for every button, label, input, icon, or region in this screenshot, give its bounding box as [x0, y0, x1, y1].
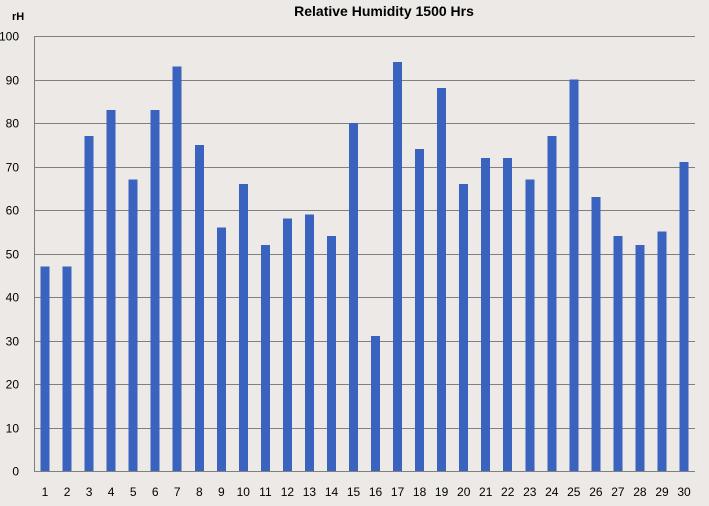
bar-25	[569, 79, 579, 471]
y-tick-label: 10	[6, 422, 20, 436]
y-tick-label: 70	[6, 161, 20, 175]
x-tick-label: 9	[218, 485, 225, 499]
y-tick-label: 30	[6, 335, 20, 349]
bar-5	[128, 179, 138, 471]
y-axis-label: rH	[12, 11, 24, 23]
x-tick-label: 8	[196, 485, 203, 499]
bar-1	[40, 266, 50, 471]
bar-24	[547, 136, 557, 471]
x-tick-label: 26	[589, 485, 603, 499]
bar-16	[371, 336, 380, 471]
x-tick-label: 1	[42, 485, 49, 499]
bar-22	[503, 157, 513, 472]
bar-18	[415, 149, 425, 471]
bar-8	[194, 144, 204, 472]
y-tick-label: 80	[6, 117, 20, 131]
x-tick-label: 22	[501, 485, 515, 499]
bars	[40, 62, 689, 472]
x-tick-label: 15	[347, 485, 361, 499]
x-tick-label: 25	[567, 485, 581, 499]
bar-29	[657, 231, 667, 471]
x-tick-label: 19	[435, 485, 449, 499]
x-tick-label: 20	[457, 485, 471, 499]
bar-4	[106, 110, 116, 471]
chart-title: Relative Humidity 1500 Hrs	[294, 3, 474, 19]
x-tick-label: 16	[369, 485, 383, 499]
x-tick-label: 27	[611, 485, 625, 499]
x-tick-label: 13	[303, 485, 317, 499]
x-tick-label: 10	[237, 485, 251, 499]
x-tick-label: 3	[86, 485, 93, 499]
y-tick-label: 20	[6, 378, 20, 392]
bar-3	[84, 136, 94, 471]
bar-27	[613, 236, 623, 471]
bar-7	[172, 66, 182, 472]
x-tick-label: 29	[655, 485, 669, 499]
x-tick-label: 2	[64, 485, 71, 499]
bar-19	[437, 88, 447, 471]
bar-23	[525, 179, 535, 471]
bar-28	[635, 244, 645, 471]
gridlines	[34, 36, 695, 429]
bar-2	[62, 266, 72, 471]
x-tick-label: 11	[259, 485, 272, 499]
y-tick-label: 50	[6, 248, 20, 262]
bar-6	[150, 110, 160, 471]
bar-30	[679, 162, 689, 471]
x-tick-label: 4	[108, 485, 115, 499]
x-tick-labels: 1 2 3 4 5 6 7 8 9 10 11 12 13 14 15 16 17 18 19 20 21 22 23 24 2…	[42, 485, 691, 499]
y-tick-label: 0	[12, 465, 19, 479]
x-tick-label: 18	[413, 485, 427, 499]
x-tick-label: 30	[677, 485, 691, 499]
bar-21	[481, 157, 491, 472]
axes	[34, 36, 695, 472]
x-tick-label: 7	[174, 485, 181, 499]
bar-13	[304, 214, 314, 471]
y-tick-labels: 0 10 20 30 40 50 60 70 80 90 100	[0, 30, 19, 479]
x-tick-label: 17	[391, 485, 405, 499]
y-tick-label: 60	[6, 204, 20, 218]
y-tick-label: 100	[0, 30, 19, 44]
x-tick-label: 21	[479, 485, 493, 499]
bar-9	[216, 227, 226, 471]
bar-11	[260, 244, 270, 471]
bar-26	[591, 196, 601, 471]
bar-14	[327, 236, 336, 471]
x-tick-label: 5	[130, 485, 137, 499]
y-tick-label: 90	[6, 74, 20, 88]
x-tick-label: 23	[523, 485, 537, 499]
x-tick-label: 28	[633, 485, 647, 499]
bar-20	[459, 183, 469, 471]
x-tick-label: 6	[152, 485, 159, 499]
bar-12	[282, 218, 292, 471]
y-tick-label: 40	[6, 291, 20, 305]
x-tick-label: 12	[281, 485, 295, 499]
bar-17	[393, 62, 403, 471]
bar-10	[238, 183, 248, 471]
x-tick-label: 14	[325, 485, 339, 499]
bar-15	[349, 123, 358, 471]
x-tick-label: 24	[545, 485, 559, 499]
